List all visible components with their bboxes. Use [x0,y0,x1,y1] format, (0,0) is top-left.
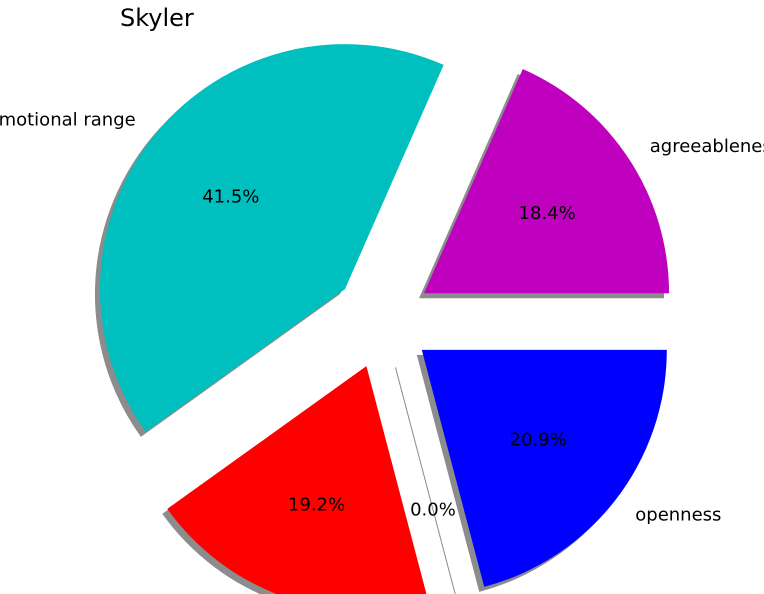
slice-pct-openness: 20.9% [510,430,567,451]
slices [99,44,670,594]
slice-label-openness: openness [635,504,721,525]
slice-labels: agreeableness18.4%emotional range41.5%ex… [0,109,764,525]
slice-pct-conscientiousness: 0.0% [410,500,456,521]
chart-title: Skyler [120,4,194,32]
slice-openness [421,349,667,587]
slice-extraversion [167,366,427,594]
slice-label-agreeableness: agreeableness [650,136,764,157]
slice-conscientiousness [395,367,456,594]
slice-agreeableness [424,68,670,294]
slice-pct-extraversion: 19.2% [288,494,345,515]
slice-pct-emotional-range: 41.5% [202,186,259,207]
slice-emotional-range [99,44,444,432]
slice-label-emotional-range: emotional range [0,109,136,130]
slice-pct-agreeableness: 18.4% [519,203,576,224]
